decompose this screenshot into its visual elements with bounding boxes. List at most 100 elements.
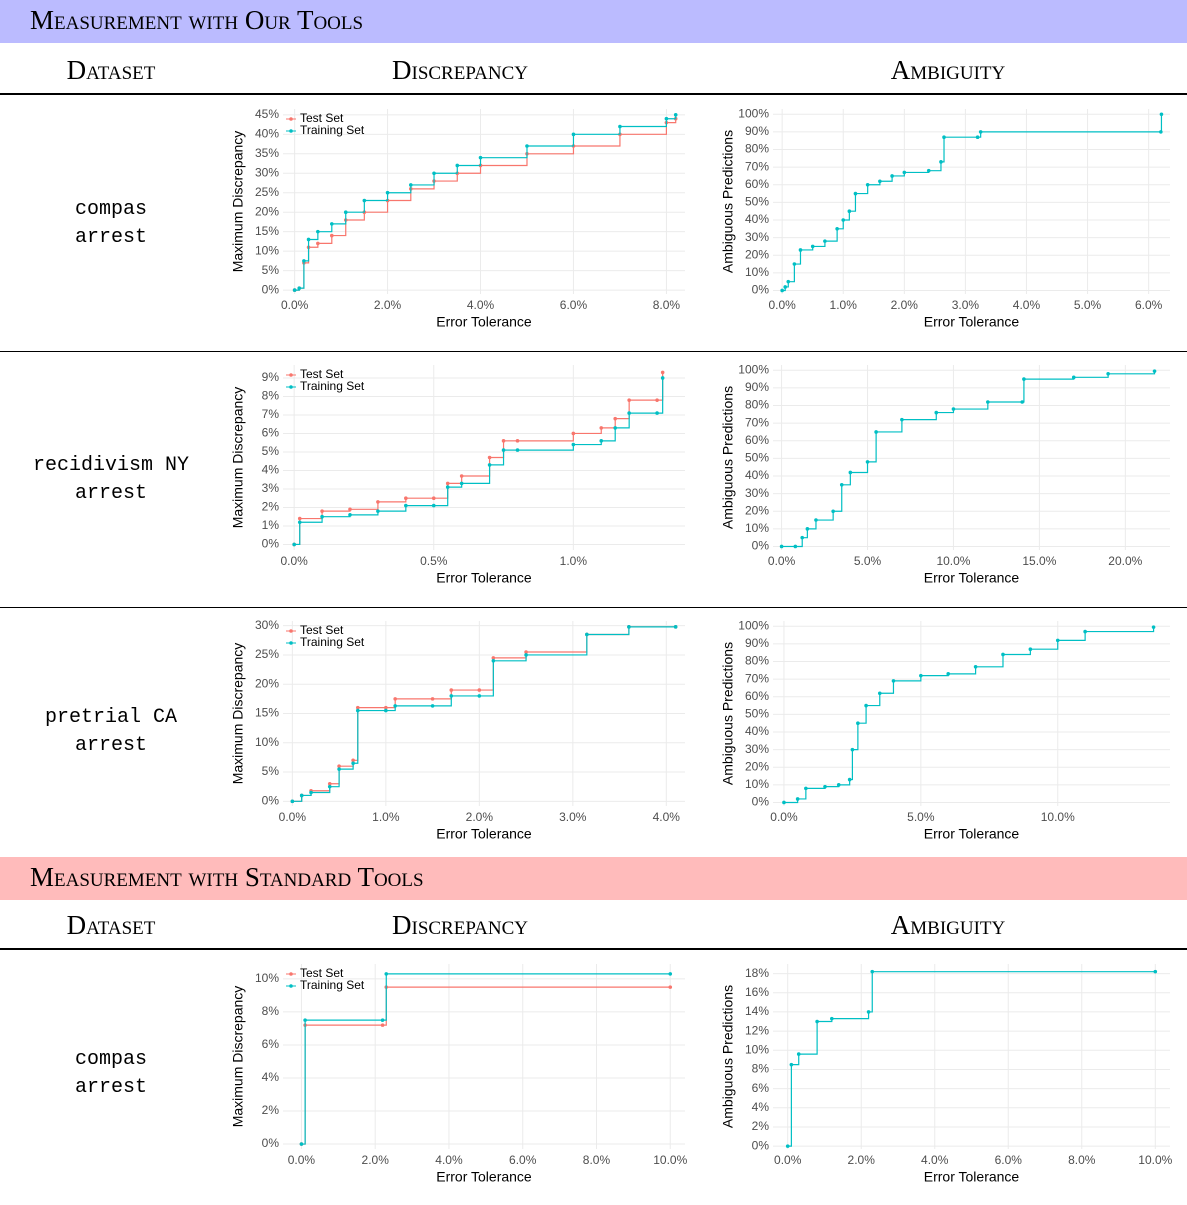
y-tick-label: 15% [255, 706, 279, 720]
step-segment [857, 705, 867, 724]
chart: 0% 1% 2% 3% 4% 5% 6% 7% 8% 9% 0.0% 0.5% 1.0% Error To… [230, 365, 685, 586]
point [327, 784, 332, 789]
step-segment [331, 212, 347, 225]
legend-key [289, 972, 293, 976]
point [329, 233, 334, 238]
y-tick-label: 60% [745, 433, 769, 447]
step-segment [410, 173, 435, 186]
point [856, 721, 860, 725]
x-tick-label: 1.0% [372, 810, 400, 824]
point [978, 130, 983, 134]
step-segment [797, 788, 807, 800]
step-segment [387, 184, 412, 194]
point [449, 694, 454, 698]
y-axis-label: Maximum Discrepancy [230, 131, 246, 273]
step-segment [345, 200, 365, 213]
point [785, 1144, 790, 1148]
dataset-line: arrest [74, 1075, 148, 1099]
step-segment [317, 223, 333, 233]
y-tick-label: 0% [262, 793, 280, 807]
y-tick-label: 2% [262, 500, 280, 514]
x-tick-label: 4.0% [435, 1153, 463, 1167]
dataset-line: compas [74, 1047, 148, 1071]
step-segment [526, 134, 575, 147]
point [865, 182, 870, 187]
x-tick-label: 2.0% [466, 810, 494, 824]
y-tick-label: 70% [745, 671, 769, 685]
point [627, 625, 631, 629]
y-tick-label: 10% [255, 735, 279, 749]
step-segment [339, 763, 354, 770]
dataset-name: compas arrest [75, 196, 147, 252]
point [783, 285, 788, 289]
y-tick-label: 60% [745, 689, 769, 703]
point [951, 407, 956, 411]
step-segment [433, 487, 449, 507]
step-segment [573, 134, 621, 147]
point [459, 474, 464, 478]
x-tick-label: 2.0% [362, 1153, 390, 1167]
y-tick-label: 10% [745, 1042, 769, 1056]
point [384, 708, 388, 713]
y-tick-label: 8% [752, 1062, 770, 1076]
step-segment [434, 165, 458, 174]
point [384, 705, 388, 710]
point [1028, 647, 1033, 651]
step-segment [480, 146, 528, 159]
step-segment [432, 695, 452, 707]
y-tick-label: 100% [738, 106, 769, 120]
point [432, 171, 436, 176]
legend-label: Test Set [300, 111, 344, 125]
point [571, 431, 576, 436]
panel [283, 365, 685, 550]
point [830, 1016, 834, 1021]
y-tick-label: 25% [255, 647, 279, 661]
step-segment [317, 235, 333, 244]
point [348, 507, 352, 512]
point [299, 793, 304, 798]
x-tick-label: 4.0% [921, 1153, 949, 1167]
x-tick-label: 0.0% [279, 810, 307, 824]
point [848, 470, 853, 475]
step-segment [824, 228, 838, 242]
dataset-name: compas arrest [75, 1046, 147, 1102]
point [673, 625, 678, 629]
step-segment [855, 184, 869, 195]
step-segment [815, 511, 834, 521]
chart: 0% 5% 10% 15% 20% 25% 30% 0.0% 1.0% 2.0% 3.0% 4.0% E… [230, 618, 685, 842]
step-segment [311, 786, 331, 794]
point [316, 241, 320, 246]
point [668, 985, 673, 989]
y-tick-label: 25% [255, 185, 279, 199]
y-tick-label: 30% [745, 742, 769, 756]
point [847, 777, 852, 782]
panel [773, 964, 1170, 1149]
point [942, 135, 946, 139]
step-segment [526, 634, 588, 656]
point [891, 679, 896, 683]
y-tick-label: 6% [262, 426, 280, 440]
y-tick-label: 1% [262, 518, 280, 532]
x-tick-label: 0.0% [768, 298, 796, 312]
x-tick-label: 2.0% [891, 298, 919, 312]
x-axis-label: Error Tolerance [436, 314, 532, 330]
step-segment [457, 165, 482, 174]
point [501, 439, 506, 443]
point [599, 439, 604, 443]
step-segment [573, 126, 621, 135]
legend-key [289, 373, 293, 377]
legend-key [289, 129, 293, 133]
x-tick-label: 6.0% [1135, 298, 1163, 312]
y-tick-label: 80% [745, 654, 769, 668]
point [1022, 377, 1026, 381]
section-band: Measurement with Standard Tools [0, 857, 1187, 900]
legend-label: Test Set [300, 367, 344, 381]
step-segment [850, 461, 869, 474]
point [525, 144, 529, 148]
panel [283, 964, 685, 1149]
point [902, 170, 907, 175]
x-tick-label: 3.0% [952, 298, 980, 312]
point [290, 799, 295, 804]
point [814, 518, 818, 522]
point [1083, 629, 1087, 634]
